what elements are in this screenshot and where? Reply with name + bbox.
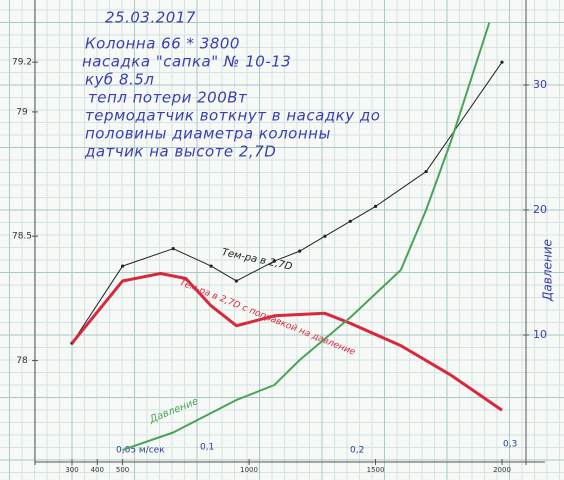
note: насадка "сапка" № 10-13 [82, 53, 291, 71]
note: термодатчик воткнут в насадку до [85, 107, 380, 125]
series-label: Тем-ра в 2,7D с поправкой на давление [178, 278, 357, 358]
point [373, 204, 378, 208]
velocity-label: 0,05 м/сек [116, 446, 165, 456]
note: половины диаметра колонны [85, 125, 331, 143]
y-tick-label: 79.2 [12, 58, 32, 68]
y-tick-label: 79 [16, 107, 28, 117]
point [500, 60, 504, 64]
point [323, 234, 327, 238]
point [424, 169, 428, 174]
x-tick-label: 500 [116, 466, 129, 474]
point [298, 249, 302, 253]
series-line [71, 61, 503, 344]
x-tick-label: 2000 [493, 466, 511, 474]
velocity-label: 0,3 [503, 440, 517, 450]
point [348, 219, 352, 223]
note: 25.03.2017 [105, 9, 196, 27]
series-line [70, 272, 503, 412]
y2-tick-label: 10 [533, 328, 547, 341]
point [171, 247, 175, 251]
y-tick-label: 78.5 [12, 232, 32, 242]
y-tick-label: 78 [16, 356, 28, 366]
point [272, 259, 276, 263]
point [120, 264, 125, 268]
note: тепл потери 200Вт [88, 89, 248, 107]
x-tick-label: 1500 [367, 466, 385, 474]
point [209, 264, 213, 268]
x-tick-label: 300 [65, 466, 78, 474]
point [234, 279, 239, 283]
y2-tick-label: 20 [533, 203, 547, 216]
x-tick-label: 1000 [240, 466, 258, 474]
velocity-label: 0,2 [350, 446, 364, 456]
y2-tick-label: 30 [533, 78, 547, 91]
note: Колонна 66 * 3800 [85, 35, 240, 53]
series-label: Давление [147, 396, 200, 426]
velocity-label: 0,1 [200, 443, 214, 453]
x-tick-label: 400 [91, 466, 104, 474]
note: датчик на высоте 2,7D [84, 143, 276, 161]
series-line [122, 22, 491, 451]
series-label: Тем-ра в 2,7D [221, 247, 294, 273]
note: куб 8.5л [85, 71, 154, 89]
y2-axis-label: Давление [541, 239, 555, 302]
